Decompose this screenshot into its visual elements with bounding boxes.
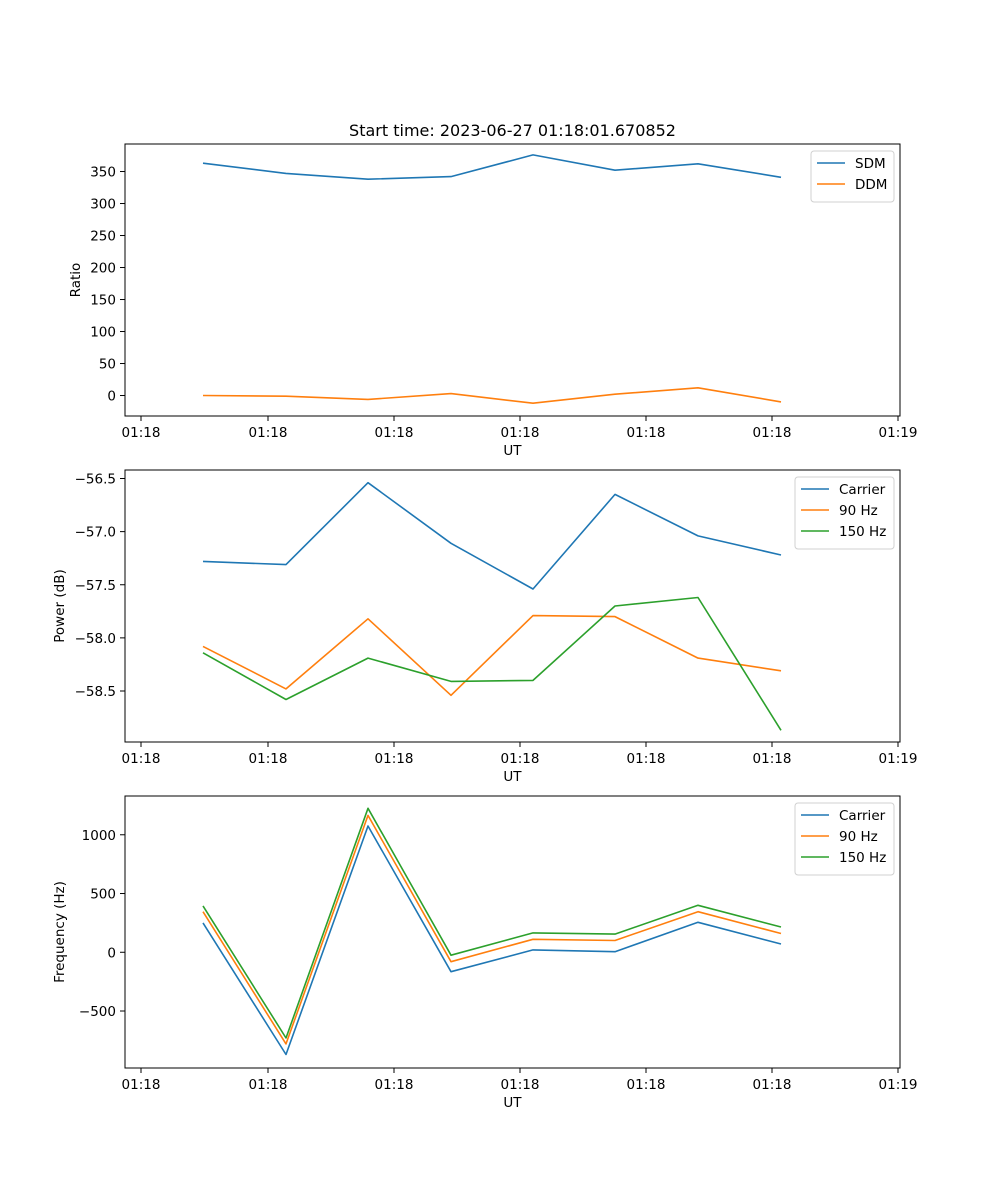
x-tick-label: 01:19 [879,751,918,767]
x-tick-label: 01:18 [501,1077,540,1093]
legend: SDM DDM [810,150,895,203]
x-tick-label: 01:18 [249,751,288,767]
y-tick-label: 1000 [82,828,116,844]
y-tick-label: 500 [90,887,116,903]
y-tick-label: 100 [90,325,116,341]
x-axis-label: UT [503,1095,522,1111]
y-tick-label: −57.5 [75,578,116,594]
series-line-1-1 [202,154,782,180]
y-tick-label: 300 [90,197,116,213]
series-line-2-3 [202,596,782,731]
x-tick-label: 01:18 [249,425,288,441]
x-tick-label: 01:18 [627,751,666,767]
x-tick-label: 01:18 [501,751,540,767]
series-line-2-1 [202,481,782,590]
y-tick-label: −58.5 [75,684,116,700]
y-axis-label: Power (dB) [52,569,68,642]
x-tick-label: 01:18 [627,1077,666,1093]
plot-frame [124,469,901,743]
x-tick-label: 01:18 [753,1077,792,1093]
legend: Carrier 90 Hz 150 Hz [794,802,895,876]
plot-frame [124,143,901,417]
y-tick-label: −56.5 [75,472,116,488]
x-tick-label: 01:18 [122,425,161,441]
x-tick-label: 01:18 [122,751,161,767]
legend-entry: 90 Hz [839,503,878,519]
y-tick-label: −500 [79,1004,116,1020]
x-tick-label: 01:18 [375,425,414,441]
legend-entry: SDM [855,156,886,172]
chart-panel-2: 01:18 01:18 01:18 01:18 01:18 01:18 01:19 −58.5… [52,469,918,785]
legend-entry: Carrier [839,482,886,498]
x-tick-label: 01:18 [753,751,792,767]
x-tick-label: 01:18 [375,751,414,767]
y-tick-label: 200 [90,261,116,277]
legend-entry: 90 Hz [839,829,878,845]
y-tick-label: 150 [90,293,116,309]
y-tick-label: 0 [107,389,116,405]
series-line-3-3 [202,807,782,1039]
chart-title: Start time: 2023-06-27 01:18:01.670852 [349,121,676,140]
series-line-3-2 [202,814,782,1045]
series-line-2-2 [202,614,782,697]
x-tick-label: 01:18 [122,1077,161,1093]
x-tick-label: 01:19 [879,425,918,441]
y-tick-label: 50 [99,357,116,373]
legend-entry: Carrier [839,808,886,824]
x-tick-label: 01:18 [375,1077,414,1093]
y-tick-label: 250 [90,229,116,245]
chart-panel-3: 01:18 01:18 01:18 01:18 01:18 01:18 01:19 −500 0… [52,795,918,1111]
x-tick-label: 01:18 [501,425,540,441]
x-axis-label: UT [503,769,522,785]
x-axis-label: UT [503,443,522,459]
y-tick-label: 350 [90,165,116,181]
x-tick-label: 01:19 [879,1077,918,1093]
x-tick-label: 01:18 [753,425,792,441]
y-axis-label: Frequency (Hz) [52,881,68,983]
series-line-1-2 [202,386,782,405]
y-tick-label: −58.0 [75,631,116,647]
plot-frame [124,795,901,1069]
y-tick-label: −57.0 [75,525,116,541]
x-tick-label: 01:18 [627,425,666,441]
y-axis-label: Ratio [68,263,84,298]
x-tick-label: 01:18 [249,1077,288,1093]
legend: Carrier 90 Hz 150 Hz [794,476,895,550]
y-tick-label: 0 [107,945,116,961]
legend-entry: DDM [855,177,887,193]
chart-panel-1: 01:18 01:18 01:18 01:18 01:18 01:18 01:19 0 50 10… [68,143,918,459]
legend-entry: 150 Hz [839,524,886,540]
legend-entry: 150 Hz [839,850,886,866]
series-line-3-1 [202,825,782,1056]
